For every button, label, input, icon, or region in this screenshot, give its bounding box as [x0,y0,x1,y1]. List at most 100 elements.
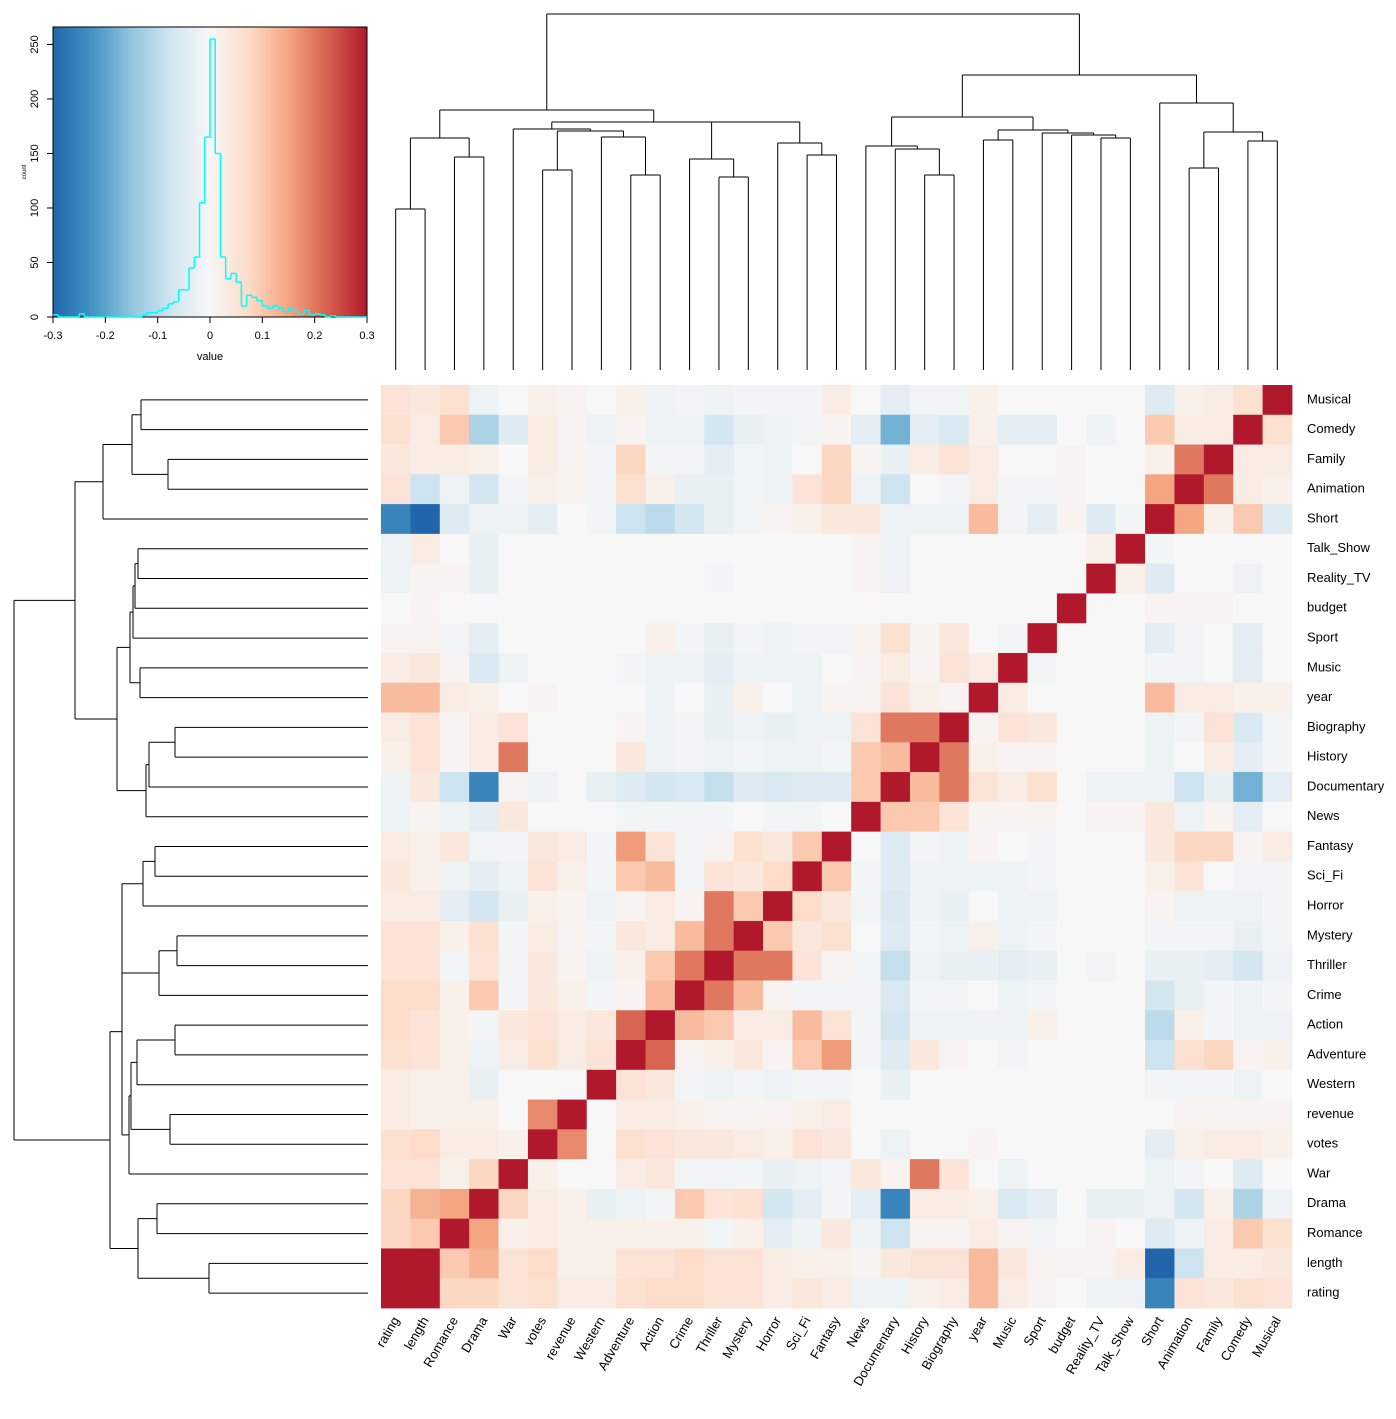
heatmap-cell [1056,891,1087,922]
heatmap-cell [792,1188,823,1220]
heatmap-cell [821,861,852,892]
heatmap-cell [851,593,881,624]
heatmap-cell [410,1248,441,1279]
heatmap-cell [1086,920,1117,952]
heatmap-cell [1115,712,1146,743]
heatmap-cell [1115,414,1146,445]
heatmap-cell [469,831,499,862]
heatmap-cell [880,861,911,892]
heatmap-cell [410,385,441,416]
heatmap-cell [557,593,588,624]
key-stripe [53,27,57,317]
heatmap-cell [1115,563,1146,594]
heatmap-cell [880,533,911,565]
heatmap-cell [1056,652,1087,684]
heatmap-cell [645,533,676,565]
heatmap-cell [909,444,940,475]
heatmap-cell [792,891,823,922]
heatmap-cell [733,712,764,743]
heatmap-cell [439,533,470,565]
heatmap-cell [674,831,705,862]
heatmap-cell [1056,1040,1087,1071]
key-stripe [312,27,316,317]
heatmap-cell [645,1129,676,1160]
heatmap-cell [1145,1129,1175,1160]
heatmap-cell [1086,444,1117,475]
heatmap-cell [410,891,441,922]
heatmap-cell [439,712,470,743]
heatmap-cell [469,712,499,743]
heatmap: Musical Comedy Family Animation Short Talk_Sh… [373,385,1385,1388]
heatmap-cell [410,831,441,862]
heatmap-cell [527,712,558,743]
heatmap-cell [704,1218,735,1249]
heatmap-cell [674,742,705,773]
heatmap-cell [674,950,705,981]
heatmap-cell [616,831,646,862]
heatmap-cell [439,1278,470,1309]
heatmap-cell [645,1099,676,1130]
heatmap-cell [968,563,999,594]
heatmap-cell [410,1040,441,1071]
heatmap-cell [1056,772,1087,803]
key-stripe [301,27,305,317]
heatmap-cell [909,1129,940,1160]
heatmap-cell [880,891,911,922]
heatmap-cell [909,1099,940,1130]
heatmap-cell [616,623,646,654]
heatmap-cell [909,652,940,684]
heatmap-cell [1233,742,1264,773]
heatmap-cell [1115,742,1146,773]
key-stripe [155,27,159,317]
heatmap-cell [586,1040,617,1071]
heatmap-cell [1203,593,1234,624]
heatmap-cell [1115,891,1146,922]
heatmap-cell [1233,1040,1264,1071]
heatmap-cell [792,652,823,684]
heatmap-cell [439,1218,470,1249]
heatmap-cell [851,742,881,773]
heatmap-cell [498,801,529,833]
heatmap-cell [880,504,911,535]
heatmap-cell [880,831,911,862]
key-stripe [68,27,72,317]
heatmap-cell [586,1278,617,1309]
heatmap-cell [674,593,705,624]
key-stripe [264,27,269,317]
heatmap-cell [557,1159,588,1190]
heatmap-cell [763,474,793,505]
heatmap-cell [821,891,852,922]
heatmap-cell [469,980,499,1011]
key-stripe [238,27,242,317]
key-stripe [79,27,83,317]
heatmap-cell [909,504,940,535]
heatmap-cell [733,1069,764,1100]
heatmap-cell [998,861,1028,892]
key-stripe [212,27,216,317]
heatmap-cell [1233,1248,1264,1279]
heatmap-cell [439,891,470,922]
heatmap-cell [1262,593,1293,624]
y-tick-label: 0 [29,314,41,320]
heatmap-cell [1174,801,1205,833]
heatmap-cell [939,950,970,981]
heatmap-cell [733,742,764,773]
heatmap-cell [1056,712,1087,743]
heatmap-cell [674,1069,705,1100]
heatmap-cell [469,474,499,505]
key-stripe [236,27,240,317]
heatmap-cell [1056,1278,1087,1309]
key-stripe [340,27,344,317]
heatmap-cell [616,682,646,713]
row-label: Adventure [1307,1046,1366,1061]
heatmap-cell [498,1248,529,1279]
key-stripe [267,27,271,317]
heatmap-cell [880,444,911,475]
heatmap-cell [998,385,1028,416]
key-stripe [304,27,308,317]
heatmap-cell [939,801,970,833]
heatmap-cell [763,1248,793,1279]
heatmap-cell [880,1010,911,1041]
heatmap-cell [527,1040,558,1071]
